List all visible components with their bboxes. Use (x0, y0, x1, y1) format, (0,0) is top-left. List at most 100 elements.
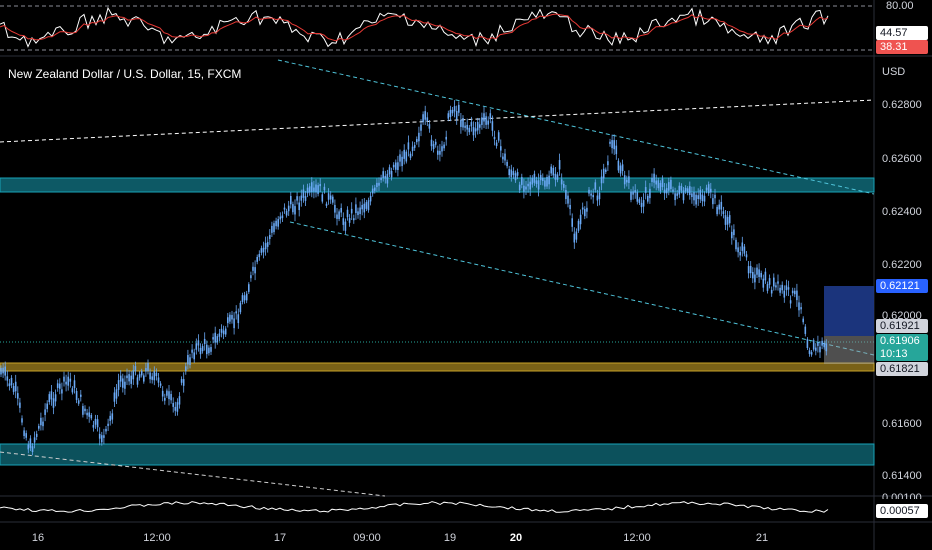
candle-body (109, 415, 111, 421)
candle-body (434, 141, 437, 145)
candle-body (418, 132, 420, 142)
candle-body (815, 347, 817, 351)
candle-body (550, 166, 552, 174)
candle-body (413, 145, 416, 148)
candle-body (281, 215, 284, 219)
resistance-zone[interactable] (0, 177, 875, 193)
candle-body (388, 167, 391, 175)
rsi-upper-level: 80.00 (886, 0, 914, 12)
candle-body (71, 388, 74, 393)
candle-body (279, 216, 282, 220)
candle-body (336, 214, 338, 219)
candle-body (825, 343, 828, 352)
candle-body (262, 247, 265, 253)
descending-channel-top[interactable] (277, 59, 875, 195)
candle-body (40, 417, 42, 426)
candle-body (634, 190, 636, 193)
candle-body (575, 231, 578, 240)
candle-body (382, 171, 384, 178)
candle-body (164, 397, 166, 401)
candle-body (98, 433, 101, 439)
position-stop-box[interactable] (824, 336, 874, 364)
candle-body (737, 247, 739, 253)
candle-body (29, 438, 32, 448)
candle-body (405, 151, 408, 162)
candle-body (374, 187, 376, 191)
candle-body (775, 285, 777, 288)
rsi-value-tag: 44.57 (876, 26, 928, 40)
candle-body (35, 433, 38, 437)
candle-body (607, 161, 609, 166)
price-tag-blue[interactable]: 0.62121 (876, 279, 928, 293)
candle-body (615, 145, 618, 155)
candle-body (52, 398, 55, 408)
candle-body (573, 233, 576, 243)
candle-body (287, 205, 290, 212)
candle-body (493, 136, 496, 140)
candle-body (187, 355, 189, 365)
candle-body (544, 180, 546, 187)
candle-body (371, 188, 374, 194)
lower-trend-line[interactable] (0, 451, 386, 497)
candle-body (231, 315, 233, 320)
candle-body (155, 372, 158, 377)
position-target-box[interactable] (824, 286, 874, 336)
candle-body (254, 267, 256, 274)
candle-body (653, 173, 655, 183)
candle-body (101, 435, 103, 443)
price-tick: 0.62800 (882, 99, 922, 111)
candle-body (548, 175, 550, 185)
candle-body (117, 380, 120, 390)
candle-body (489, 113, 492, 120)
candle-body (138, 374, 141, 378)
candle-body (94, 418, 97, 425)
candle-body (770, 289, 773, 294)
candle-body (42, 421, 44, 427)
candle-body (424, 111, 426, 120)
candle-body (428, 124, 431, 129)
support-zone-teal[interactable] (0, 443, 875, 466)
candle-body (399, 154, 401, 162)
candle-body (565, 190, 567, 200)
candle-body (420, 124, 422, 131)
candle-body (731, 231, 733, 239)
candle-body (199, 347, 202, 355)
price-tag-gray[interactable]: 0.61921 (876, 319, 928, 333)
candle-body (642, 200, 645, 207)
candle-body (151, 376, 153, 380)
rsi-signal-tag: 38.31 (876, 40, 928, 54)
candle-body (495, 142, 498, 146)
support-zone-gold[interactable] (0, 362, 875, 372)
candle-body (798, 302, 800, 311)
candle-body (659, 182, 662, 192)
candle-body (302, 189, 305, 198)
price-tag-low[interactable]: 0.61821 (876, 362, 928, 376)
candle-body (760, 272, 762, 278)
price-tick: 0.61600 (882, 418, 922, 430)
candle-body (304, 196, 307, 201)
candle-body (716, 206, 718, 215)
candle-body (252, 266, 254, 271)
candle-body (705, 187, 708, 191)
candle-body (422, 114, 424, 123)
last-price-tag: 0.61906 (876, 334, 928, 348)
candle-body (300, 195, 303, 201)
candle-body (563, 183, 565, 188)
upper-trend-line[interactable] (0, 99, 875, 143)
candle-body (338, 211, 340, 220)
time-tick: 17 (273, 532, 287, 544)
candle-body (130, 375, 132, 384)
candle-body (90, 414, 93, 419)
candle-body (500, 146, 502, 151)
candle-body (128, 374, 130, 382)
candle-body (298, 202, 300, 211)
candle-body (539, 174, 542, 181)
descending-channel-mid[interactable] (289, 221, 875, 356)
candle-body (237, 314, 240, 324)
candle-body (571, 218, 573, 227)
candle-body (636, 192, 639, 202)
candle-body (147, 362, 149, 371)
candle-body (684, 187, 687, 192)
candle-body (621, 164, 624, 171)
